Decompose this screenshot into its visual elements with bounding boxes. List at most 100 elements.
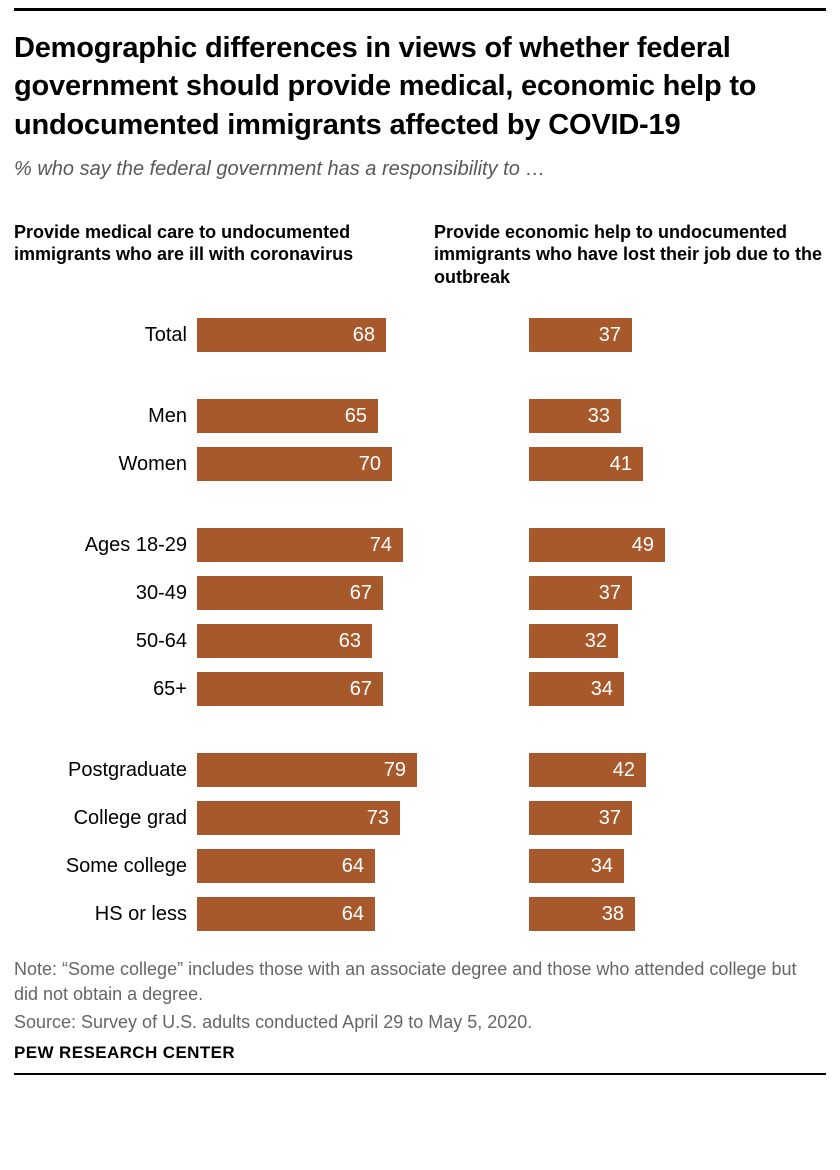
bar-value-label: 79	[383, 758, 406, 781]
bar-value-label: 38	[601, 902, 624, 925]
economic-help-bar-cell: 33	[529, 399, 826, 434]
bar-group: Men 65 33 Women 70 41	[14, 399, 826, 482]
bar-value-label: 49	[631, 533, 654, 556]
value-bar: 34	[529, 672, 624, 707]
chart-row: HS or less 64 38	[14, 897, 826, 932]
value-bar: 63	[197, 624, 372, 659]
top-rule	[14, 8, 826, 11]
category-label: HS or less	[94, 902, 187, 925]
medical-care-bar-cell: 67	[197, 576, 529, 611]
bar-value-label: 70	[358, 452, 381, 475]
bar-value-label: 65	[344, 404, 367, 427]
chart-row: College grad 73 37	[14, 801, 826, 836]
chart-row: Ages 18-29 74 49	[14, 528, 826, 563]
category-label: 65+	[153, 677, 187, 700]
column-headers: Provide medical care to undocumented imm…	[14, 221, 826, 289]
category-label: College grad	[73, 806, 187, 829]
medical-care-bar-cell: 79	[197, 753, 529, 788]
chart-row: Men 65 33	[14, 399, 826, 434]
chart-row: Postgraduate 79 42	[14, 753, 826, 788]
medical-care-bar-cell: 65	[197, 399, 529, 434]
chart-subtitle: % who say the federal government has a r…	[14, 157, 546, 180]
medical-care-bar-cell: 67	[197, 672, 529, 707]
economic-help-bar-cell: 37	[529, 801, 826, 836]
bar-value-label: 67	[349, 677, 372, 700]
value-bar: 70	[197, 447, 392, 482]
economic-help-bar-cell: 34	[529, 672, 826, 707]
bar-group: Ages 18-29 74 49 30-49 67 37 50-64 63 32 65+ 67 34	[14, 528, 826, 707]
economic-help-bar-cell: 42	[529, 753, 826, 788]
bar-value-label: 42	[612, 758, 635, 781]
value-bar: 49	[529, 528, 665, 563]
value-bar: 37	[529, 576, 632, 611]
bar-value-label: 32	[584, 629, 607, 652]
value-bar: 79	[197, 753, 417, 788]
category-label: Women	[118, 452, 187, 475]
chart-row: Women 70 41	[14, 447, 826, 482]
value-bar: 37	[529, 318, 632, 353]
bar-group: Total 68 37	[14, 318, 826, 353]
value-bar: 42	[529, 753, 646, 788]
bar-value-label: 68	[352, 323, 375, 346]
value-bar: 33	[529, 399, 621, 434]
economic-help-bar-cell: 37	[529, 576, 826, 611]
value-bar: 64	[197, 897, 375, 932]
chart-row: 30-49 67 37	[14, 576, 826, 611]
value-bar: 41	[529, 447, 643, 482]
chart-row: 65+ 67 34	[14, 672, 826, 707]
category-label: Total	[144, 323, 187, 346]
bar-value-label: 37	[598, 806, 621, 829]
value-bar: 68	[197, 318, 386, 353]
economic-help-bar-cell: 49	[529, 528, 826, 563]
medical-care-bar-cell: 70	[197, 447, 529, 482]
economic-help-bar-cell: 38	[529, 897, 826, 932]
bar-value-label: 64	[341, 854, 364, 877]
category-label: 30-49	[135, 581, 187, 604]
value-bar: 67	[197, 672, 383, 707]
bottom-rule	[14, 1072, 826, 1075]
chart-row: Total 68 37	[14, 318, 826, 353]
bar-value-label: 74	[369, 533, 392, 556]
report-page: Demographic differences in views of whet…	[14, 8, 826, 1075]
chart-row: Some college 64 34	[14, 849, 826, 884]
bar-value-label: 67	[349, 581, 372, 604]
bar-value-label: 63	[338, 629, 361, 652]
bar-value-label: 37	[598, 581, 621, 604]
medical-care-bar-cell: 64	[197, 897, 529, 932]
right-column-header: Provide economic help to undocumented im…	[434, 221, 823, 287]
medical-care-bar-cell: 64	[197, 849, 529, 884]
pew-research-center-label: PEW RESEARCH CENTER	[14, 1042, 236, 1062]
value-bar: 73	[197, 801, 400, 836]
bar-value-label: 33	[587, 404, 610, 427]
medical-care-bar-cell: 73	[197, 801, 529, 836]
bar-group: Postgraduate 79 42 College grad 73 37 Some col…	[14, 753, 826, 932]
value-bar: 65	[197, 399, 378, 434]
chart-row: 50-64 63 32	[14, 624, 826, 659]
category-label: Postgraduate	[68, 758, 187, 781]
bar-value-label: 37	[598, 323, 621, 346]
category-label: Ages 18-29	[84, 533, 187, 556]
bar-value-label: 73	[366, 806, 389, 829]
economic-help-bar-cell: 32	[529, 624, 826, 659]
value-bar: 37	[529, 801, 632, 836]
value-bar: 38	[529, 897, 635, 932]
source-text: Source: Survey of U.S. adults conducted …	[14, 1011, 533, 1032]
left-column-header: Provide medical care to undocumented imm…	[14, 221, 354, 265]
value-bar: 64	[197, 849, 375, 884]
chart-title: Demographic differences in views of whet…	[14, 32, 757, 141]
economic-help-bar-cell: 37	[529, 318, 826, 353]
grouped-bar-chart: Total 68 37 Men 65 33 Women 70 41 Ages 18-29 74 49 3…	[14, 318, 826, 932]
medical-care-bar-cell: 74	[197, 528, 529, 563]
value-bar: 67	[197, 576, 383, 611]
economic-help-bar-cell: 34	[529, 849, 826, 884]
value-bar: 32	[529, 624, 618, 659]
category-label: 50-64	[135, 629, 187, 652]
category-label: Men	[148, 404, 187, 427]
value-bar: 74	[197, 528, 403, 563]
medical-care-bar-cell: 63	[197, 624, 529, 659]
medical-care-bar-cell: 68	[197, 318, 529, 353]
bar-value-label: 64	[341, 902, 364, 925]
bar-value-label: 34	[590, 854, 613, 877]
bar-value-label: 41	[609, 452, 632, 475]
value-bar: 34	[529, 849, 624, 884]
